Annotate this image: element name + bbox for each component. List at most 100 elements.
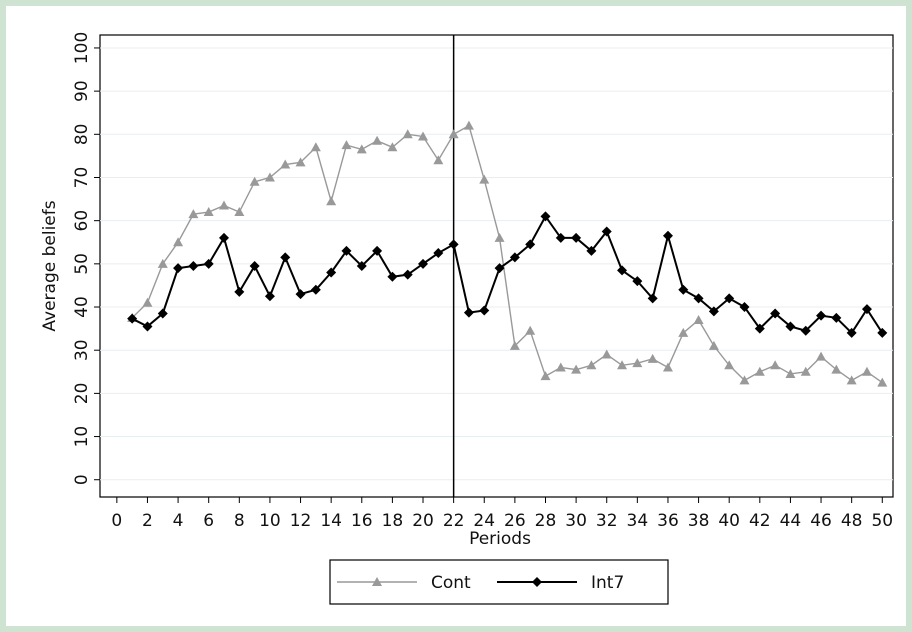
marker — [662, 362, 673, 372]
marker — [816, 351, 827, 361]
x-tick-label: 20 — [412, 511, 434, 531]
marker — [234, 286, 245, 297]
marker — [433, 248, 444, 259]
marker — [555, 362, 566, 372]
marker — [571, 364, 582, 374]
marker — [310, 142, 321, 152]
marker — [372, 245, 383, 256]
x-tick-label: 22 — [443, 511, 465, 531]
marker — [555, 232, 566, 243]
marker — [448, 129, 459, 139]
marker — [601, 226, 612, 237]
y-tick-label: 80 — [72, 123, 92, 145]
marker — [479, 305, 490, 316]
marker — [264, 291, 275, 302]
marker — [249, 176, 260, 186]
marker — [295, 289, 306, 300]
marker — [739, 375, 750, 385]
marker — [617, 360, 628, 370]
marker — [203, 258, 214, 269]
marker — [173, 237, 184, 247]
marker — [785, 368, 796, 378]
marker — [678, 327, 689, 337]
marker — [310, 284, 321, 295]
marker — [601, 349, 612, 359]
marker — [831, 312, 842, 323]
marker — [280, 252, 291, 263]
x-tick-label: 8 — [234, 511, 245, 531]
marker — [372, 135, 383, 145]
marker — [402, 269, 413, 280]
marker — [188, 261, 199, 271]
marker — [234, 207, 245, 217]
x-tick-label: 40 — [718, 511, 740, 531]
x-tick-label: 42 — [749, 511, 771, 531]
marker — [463, 120, 474, 130]
marker — [662, 230, 673, 241]
legend-marker — [372, 577, 382, 586]
marker — [708, 306, 719, 317]
marker — [356, 144, 367, 154]
marker — [387, 142, 398, 152]
x-tick-label: 44 — [780, 511, 802, 531]
marker — [678, 284, 689, 295]
marker — [586, 360, 597, 370]
plot-area — [99, 34, 894, 498]
marker — [142, 297, 153, 307]
x-tick-label: 50 — [871, 511, 893, 531]
marker — [479, 174, 490, 184]
marker — [295, 157, 306, 167]
x-tick-label: 34 — [627, 511, 649, 531]
x-tick-label: 12 — [290, 511, 312, 531]
marker — [816, 310, 827, 321]
x-tick-label: 28 — [535, 511, 557, 531]
marker — [586, 245, 597, 256]
marker — [800, 325, 811, 336]
marker — [846, 375, 857, 385]
x-tick-label: 26 — [504, 511, 526, 531]
marker — [494, 263, 505, 274]
marker — [754, 323, 765, 334]
x-tick-label: 4 — [173, 511, 184, 531]
marker — [219, 232, 230, 243]
x-tick-label: 24 — [473, 511, 495, 531]
marker — [708, 340, 719, 350]
y-tick-label: 70 — [72, 167, 92, 189]
marker — [724, 293, 735, 304]
marker — [418, 258, 429, 269]
marker — [203, 207, 214, 217]
marker — [724, 360, 735, 370]
marker — [647, 293, 658, 304]
x-tick-label: 14 — [320, 511, 342, 531]
x-tick-label: 0 — [111, 511, 122, 531]
marker — [188, 209, 199, 219]
marker — [800, 366, 811, 376]
marker — [525, 239, 536, 250]
marker — [402, 129, 413, 139]
marker — [632, 358, 643, 368]
legend-marker — [532, 577, 542, 587]
y-axis-title: Average beliefs — [40, 200, 60, 331]
marker — [785, 321, 796, 332]
marker — [494, 232, 505, 242]
marker — [693, 314, 704, 324]
marker — [617, 265, 628, 276]
marker — [877, 377, 888, 387]
x-tick-label: 18 — [382, 511, 404, 531]
marker — [540, 371, 551, 381]
marker — [831, 364, 842, 374]
x-tick-label: 38 — [688, 511, 710, 531]
marker — [341, 245, 352, 256]
y-tick-label: 0 — [72, 474, 92, 485]
y-tick-label: 90 — [72, 80, 92, 102]
series-line — [131, 214, 884, 335]
marker — [280, 159, 291, 169]
marker — [326, 196, 337, 206]
y-tick-label: 30 — [72, 339, 92, 361]
marker — [509, 340, 520, 350]
y-tick-label: 40 — [72, 296, 92, 318]
y-tick-label: 20 — [72, 383, 92, 405]
marker — [770, 308, 781, 319]
marker — [157, 258, 168, 268]
